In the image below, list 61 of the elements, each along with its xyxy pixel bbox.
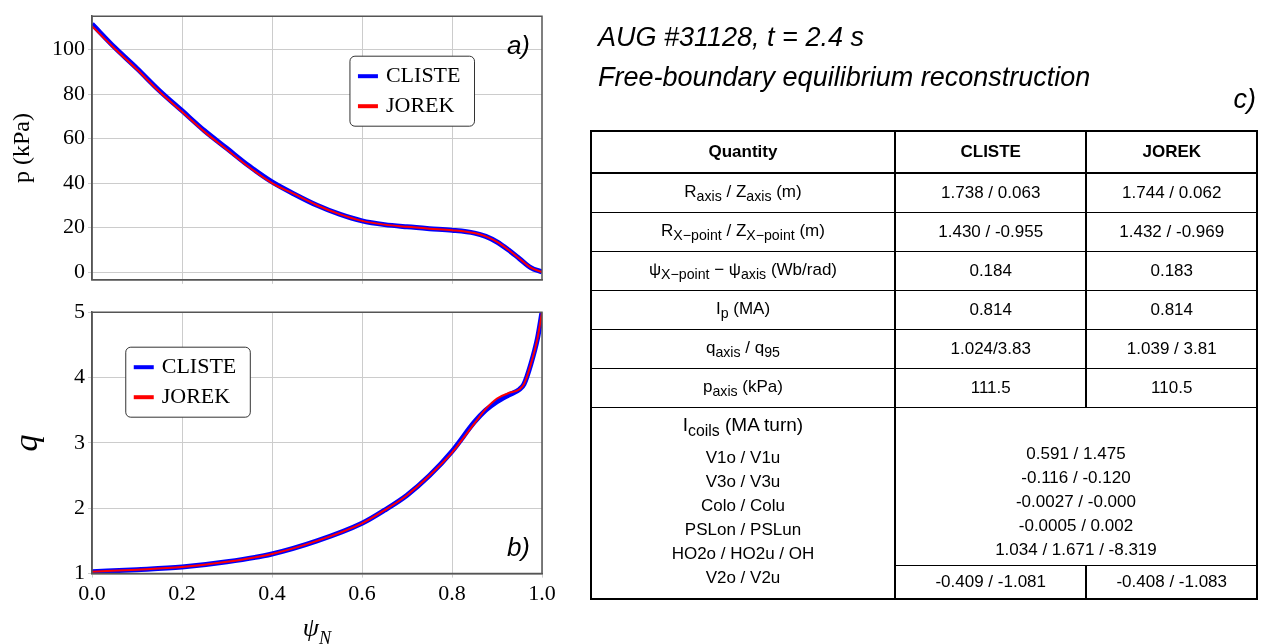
text: R$_{X−point}$ / Z$_{X−point}$ (m) <box>591 212 895 252</box>
text: 0.591 / 1.475 <box>1025 442 1127 465</box>
x-tick-label: 0.2 <box>168 579 196 605</box>
legend-label: CLISTE <box>161 352 237 378</box>
text: q$_{axis}$ / q$_{95}$ <box>591 329 895 369</box>
legend-label: JOREK <box>161 382 231 408</box>
text: I$_{p}$ (MA) <box>591 290 895 330</box>
text: 1.039 / 3.81 <box>1086 329 1257 369</box>
text: 0.814 <box>1086 290 1257 330</box>
x-tick-label: 1.0 <box>528 579 556 605</box>
y-tick-label: 40 <box>63 168 85 194</box>
text: c) <box>1233 84 1256 115</box>
text: Free-boundary equilibrium reconstruction <box>598 62 1091 93</box>
text: -0.408 / -1.083 <box>1086 565 1257 599</box>
text: ψ$_{X−point}$ − ψ$_{axis}$ (Wb/rad) <box>591 251 895 291</box>
text: Colo / Colu <box>699 494 787 517</box>
text: 0.184 <box>894 251 1087 291</box>
text: AUG #31128, t = 2.4 s <box>598 22 864 53</box>
text: 1.024/3.83 <box>894 329 1087 369</box>
text: p$_{axis}$ (kPa) <box>591 368 895 408</box>
y-tick-label: 0 <box>74 257 85 283</box>
y-tick-label: 4 <box>74 363 85 389</box>
text: 110.5 <box>1086 368 1257 408</box>
y-axis-title: q <box>7 434 45 452</box>
y-tick-label: 2 <box>74 494 85 520</box>
text: JOREK <box>1086 131 1257 173</box>
text: Quantity <box>591 131 895 173</box>
y-tick-label: 5 <box>74 297 85 323</box>
annotation: b) <box>506 531 530 562</box>
y-tick-label: 3 <box>74 428 85 454</box>
text: 1.744 / 0.062 <box>1086 173 1257 213</box>
text: I$_{coils}$ (MA turn) <box>681 414 805 440</box>
text: -0.116 / -0.120 <box>1020 466 1132 489</box>
text: 1.034 / 1.671 / -8.319 <box>994 538 1158 561</box>
text: V1o / V1u <box>704 446 782 469</box>
text: R$_{axis}$ / Z$_{axis}$ (m) <box>591 173 895 213</box>
legend-label: JOREK <box>385 91 455 117</box>
text: -0.409 / -1.081 <box>894 565 1087 599</box>
text: V3o / V3u <box>704 470 782 493</box>
y-axis-title: p (kPa) <box>7 113 34 183</box>
y-tick-label: 100 <box>52 35 85 61</box>
text: 0.183 <box>1086 251 1257 291</box>
legend-label: CLISTE <box>385 61 461 87</box>
text: 0.814 <box>894 290 1087 330</box>
text: 1.432 / -0.969 <box>1086 212 1257 252</box>
text: -0.0027 / -0.000 <box>1014 490 1137 513</box>
x-tick-label: 0.4 <box>258 579 286 605</box>
text: HO2o / HO2u / OH <box>670 542 816 565</box>
annotation: a) <box>506 30 530 61</box>
text: 1.738 / 0.063 <box>894 173 1087 213</box>
y-tick-label: 80 <box>63 79 85 105</box>
y-tick-label: 20 <box>63 213 85 239</box>
x-tick-label: 0.6 <box>348 579 376 605</box>
text: PSLon / PSLun <box>683 518 803 541</box>
text: 1.430 / -0.955 <box>894 212 1087 252</box>
text: V2o / V2u <box>704 566 782 589</box>
y-tick-label: 60 <box>63 124 85 150</box>
text: 111.5 <box>894 368 1087 408</box>
text: -0.0005 / 0.002 <box>1017 514 1135 537</box>
x-tick-label: 0.8 <box>438 579 466 605</box>
text: CLISTE <box>894 131 1087 173</box>
